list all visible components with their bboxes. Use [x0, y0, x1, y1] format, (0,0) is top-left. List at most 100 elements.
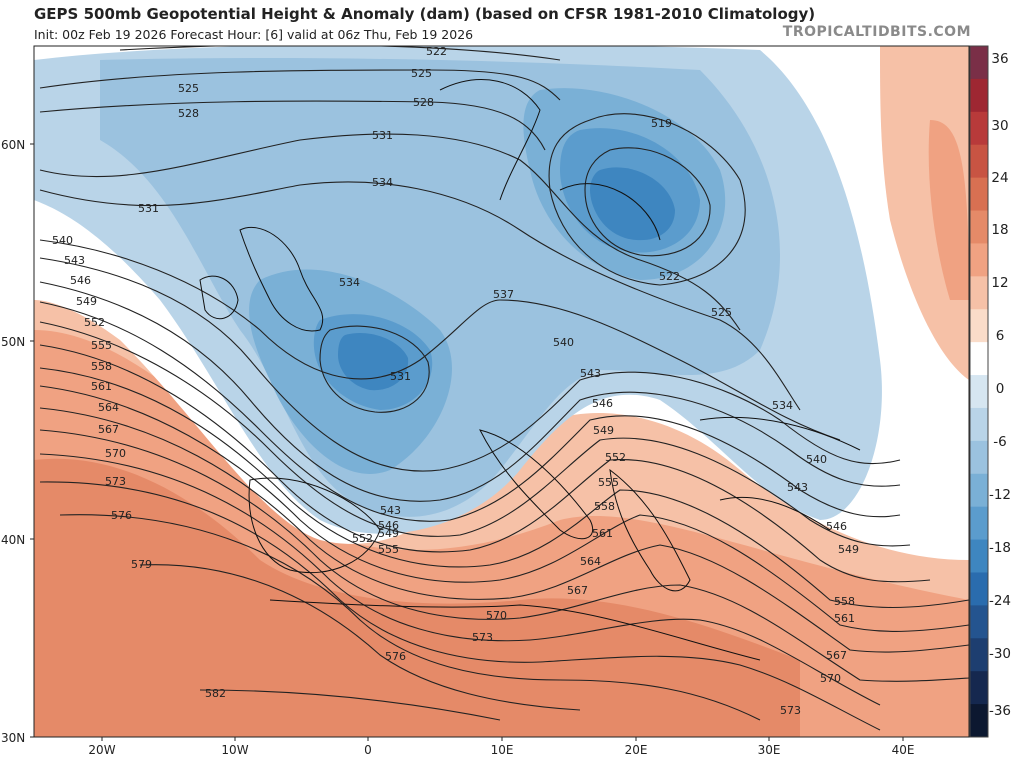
contour-label: 576 [111, 509, 132, 522]
colorbar-segment [970, 704, 988, 738]
colorbar-tick-label: 12 [991, 275, 1008, 291]
colorbar-segment [970, 210, 988, 244]
colorbar-tick-label: 36 [991, 51, 1008, 67]
colorbar-tick-label: -18 [989, 540, 1011, 556]
contour-labels: 522 525 525 528 528 531 531 534 534 537 … [52, 45, 859, 717]
contour-label: 531 [390, 370, 411, 383]
colorbar-tick-label: 18 [991, 222, 1008, 238]
contour-label: 573 [472, 631, 493, 644]
colorbar-segment [970, 309, 988, 343]
contour-label: 525 [411, 67, 432, 80]
colorbar-tick-label: 0 [996, 381, 1005, 397]
contour-label: 525 [711, 306, 732, 319]
coastlines [199, 79, 861, 661]
contour-label: 546 [592, 397, 613, 410]
colorbar-segment [970, 605, 988, 639]
contour-label: 573 [105, 475, 126, 488]
colorbar-segment [970, 440, 988, 475]
contour-label: 534 [772, 399, 793, 412]
colorbar-segment [970, 638, 988, 672]
contour-label: 546 [378, 519, 399, 532]
contour-label: 555 [91, 339, 112, 352]
colorbar-segment [970, 111, 988, 146]
contour-label: 537 [493, 288, 514, 301]
contour-label: 540 [553, 336, 574, 349]
lon-label: 30E [758, 743, 781, 757]
contour-label: 543 [64, 254, 85, 267]
contour-label: 564 [580, 555, 601, 568]
contour-label: 558 [834, 595, 855, 608]
contour-label: 561 [592, 527, 613, 540]
colorbar-segment [970, 539, 988, 573]
lat-label: 60N [1, 138, 25, 152]
colorbar-segment [970, 506, 988, 541]
map-subtitle: Init: 00z Feb 19 2026 Forecast Hour: [6]… [34, 27, 474, 42]
colorbar-segment [970, 144, 988, 179]
contour-label: 543 [580, 367, 601, 380]
contour-label: 552 [352, 532, 373, 545]
colorbar-segment [970, 375, 988, 409]
contour-label: 522 [426, 45, 447, 58]
contour-label: 549 [593, 424, 614, 437]
contour-label: 570 [486, 609, 507, 622]
contour-label: 576 [385, 650, 406, 663]
contour-label: 555 [598, 476, 619, 489]
contour-label: 531 [372, 129, 393, 142]
colorbar-segment [970, 46, 988, 80]
colorbar-tick-label: -36 [989, 703, 1011, 719]
contour-label: 552 [605, 451, 626, 464]
colorbar-tick-label: -6 [993, 434, 1006, 450]
colorbar-segment [970, 177, 988, 212]
latitude-axis: 60N 50N 40N 30N [1, 138, 34, 745]
contour-label: 573 [780, 704, 801, 717]
height-contours [39, 46, 969, 731]
contour-label: 570 [820, 672, 841, 685]
contour-label: 567 [826, 649, 847, 662]
contour-label: 543 [787, 481, 808, 494]
lon-label: 10E [491, 743, 514, 757]
lon-label: 10W [221, 743, 248, 757]
contour-label: 540 [52, 234, 73, 247]
colorbar-segment [970, 78, 988, 113]
contour-label: 540 [806, 453, 827, 466]
colorbar-tick-label: 24 [991, 170, 1008, 186]
map-title: GEPS 500mb Geopotential Height & Anomaly… [34, 5, 816, 23]
contour-label: 561 [91, 380, 112, 393]
contour-label: 525 [178, 82, 199, 95]
longitude-axis: 20W 10W 0 10E 20E 30E 40E [88, 737, 914, 757]
lon-label: 20E [625, 743, 648, 757]
contour-label: 555 [378, 543, 399, 556]
contour-label: 519 [651, 117, 672, 130]
contour-label: 549 [378, 527, 399, 540]
colorbar-segment [970, 342, 988, 376]
contour-label: 570 [105, 447, 126, 460]
colorbar-tick-label: 30 [991, 118, 1008, 134]
colorbar-segment [970, 473, 988, 508]
colorbar [969, 45, 989, 738]
colorbar-tick-label: -24 [989, 593, 1011, 609]
colorbar-segment [970, 276, 988, 310]
contour-label: 564 [98, 401, 119, 414]
colorbar-segment [970, 243, 988, 277]
contour-label: 528 [178, 107, 199, 120]
colorbar-tick-label: 6 [996, 328, 1005, 344]
contour-label: 567 [98, 423, 119, 436]
colorbar-tick-label: -30 [989, 646, 1011, 662]
contour-label: 534 [339, 276, 360, 289]
colorbar-segment [970, 407, 988, 442]
contour-label: 549 [76, 295, 97, 308]
contour-label: 534 [372, 176, 393, 189]
lon-label: 40E [892, 743, 915, 757]
colorbar-segment [970, 671, 988, 705]
credit-watermark: TROPICALTIDBITS.COM [782, 24, 971, 40]
colorbar-labels: 36 30 24 18 12 6 0 -6 -12 -18 -24 -30 -3… [989, 51, 1011, 719]
lon-label: 20W [88, 743, 115, 757]
lat-label: 50N [1, 335, 25, 349]
contour-label: 552 [84, 316, 105, 329]
contour-label: 546 [70, 274, 91, 287]
contour-label: 522 [659, 270, 680, 283]
contour-label: 558 [594, 500, 615, 513]
contour-label: 528 [413, 96, 434, 109]
colorbar-tick-label: -12 [989, 487, 1011, 503]
